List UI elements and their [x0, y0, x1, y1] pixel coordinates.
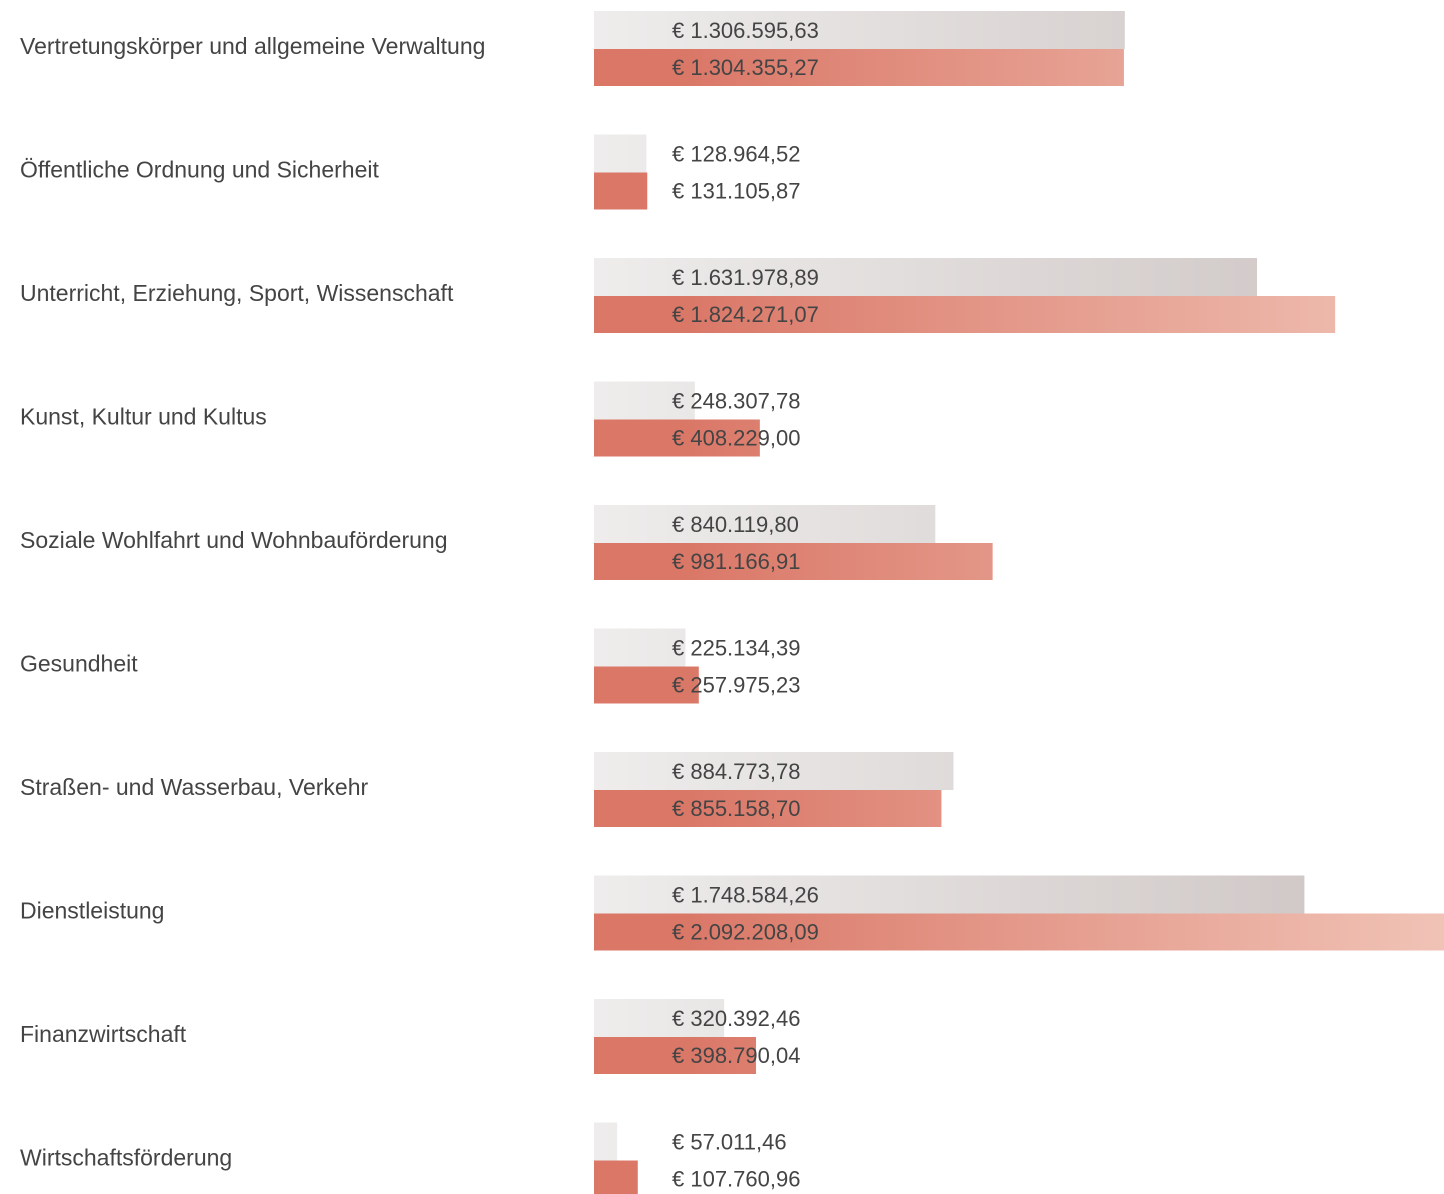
bar — [594, 1122, 618, 1161]
bar — [594, 913, 1444, 951]
value-label: € 248.307,78 — [672, 388, 800, 413]
value-label: € 981.166,91 — [672, 549, 800, 574]
bar — [594, 790, 942, 827]
bar — [594, 628, 686, 667]
bar — [594, 296, 1336, 333]
bar — [594, 381, 695, 420]
bar — [594, 505, 936, 543]
value-label: € 57.011,46 — [672, 1129, 787, 1154]
value-label: € 107.760,96 — [672, 1166, 800, 1191]
value-label: € 398.790,04 — [672, 1043, 800, 1068]
bar — [594, 134, 647, 173]
value-label: € 257.975,23 — [672, 672, 800, 697]
value-label: € 408.229,00 — [672, 425, 800, 450]
bar — [594, 543, 993, 580]
value-label: € 1.824.271,07 — [672, 302, 819, 327]
category-label: Dienstleistung — [20, 898, 164, 924]
bar — [594, 666, 699, 704]
bar — [594, 258, 1258, 296]
bar — [594, 419, 760, 457]
value-label: € 320.392,46 — [672, 1006, 800, 1031]
value-label: € 128.964,52 — [672, 141, 800, 166]
category-label: Gesundheit — [20, 651, 138, 677]
value-label: € 840.119,80 — [672, 512, 799, 537]
value-label: € 1.306.595,63 — [672, 18, 819, 43]
value-label: € 1.748.584,26 — [672, 882, 819, 907]
value-label: € 225.134,39 — [672, 635, 800, 660]
bar — [594, 172, 648, 210]
bar — [594, 1160, 638, 1194]
value-label: € 1.631.978,89 — [672, 265, 819, 290]
category-label: Straßen- und Wasserbau, Verkehr — [20, 774, 368, 800]
category-label: Soziale Wohlfahrt und Wohnbauförderung — [20, 527, 448, 553]
category-label: Finanzwirtschaft — [20, 1021, 187, 1047]
category-label: Unterricht, Erziehung, Sport, Wissenscha… — [20, 280, 454, 306]
category-label: Kunst, Kultur und Kultus — [20, 404, 267, 430]
value-label: € 2.092.208,09 — [672, 919, 819, 944]
bar — [594, 1037, 757, 1074]
bar — [594, 11, 1125, 49]
bar — [594, 752, 954, 790]
category-label: Öffentliche Ordnung und Sicherheit — [20, 157, 379, 183]
bar — [594, 875, 1305, 914]
category-label: Wirtschaftsförderung — [20, 1145, 232, 1171]
bar — [594, 999, 725, 1037]
bar — [594, 49, 1124, 86]
value-label: € 1.304.355,27 — [672, 55, 819, 80]
category-label: Vertretungskörper und allgemeine Verwalt… — [20, 33, 485, 59]
value-label: € 884.773,78 — [672, 759, 800, 784]
value-label: € 855.158,70 — [672, 796, 800, 821]
value-label: € 131.105,87 — [672, 178, 800, 203]
